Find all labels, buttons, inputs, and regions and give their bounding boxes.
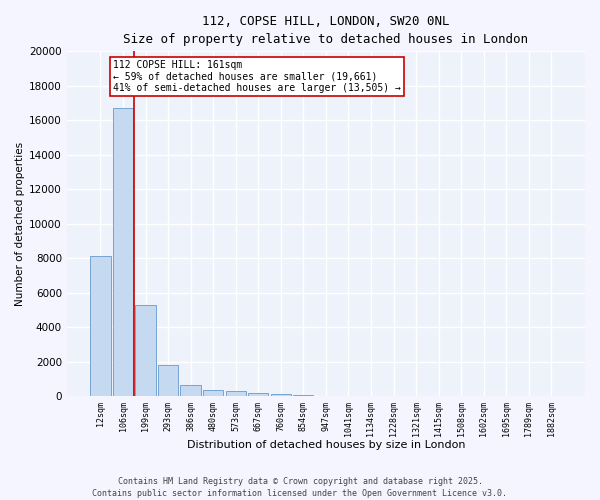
Bar (181, 385, 201, 396)
Title: 112, COPSE HILL, LONDON, SW20 0NL
Size of property relative to detached houses i: 112, COPSE HILL, LONDON, SW20 0NL Size o… (124, 15, 529, 46)
Text: Contains HM Land Registry data © Crown copyright and database right 2025.
Contai: Contains HM Land Registry data © Crown c… (92, 476, 508, 498)
Text: 112 COPSE HILL: 161sqm
← 59% of detached houses are smaller (19,661)
41% of semi: 112 COPSE HILL: 161sqm ← 59% of detached… (113, 60, 401, 93)
Bar (91, 256, 110, 396)
Bar (136, 304, 156, 396)
Bar (293, 395, 313, 396)
Bar (271, 394, 291, 396)
X-axis label: Distribution of detached houses by size in London: Distribution of detached houses by size … (187, 440, 465, 450)
Bar (113, 108, 133, 396)
Bar (203, 390, 223, 396)
Bar (158, 365, 178, 396)
Bar (226, 392, 246, 396)
Y-axis label: Number of detached properties: Number of detached properties (15, 142, 25, 306)
Bar (248, 392, 268, 396)
